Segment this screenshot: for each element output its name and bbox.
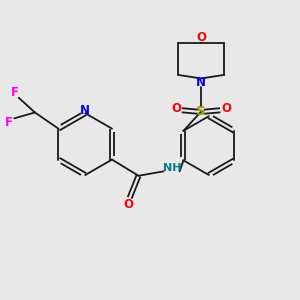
- Text: O: O: [221, 102, 231, 115]
- Text: NH: NH: [163, 163, 181, 173]
- Text: N: N: [80, 104, 90, 117]
- Text: F: F: [4, 116, 12, 129]
- Text: O: O: [123, 198, 133, 211]
- Text: O: O: [171, 102, 181, 115]
- Text: O: O: [196, 31, 206, 44]
- Text: N: N: [196, 76, 206, 89]
- Text: S: S: [196, 105, 206, 118]
- Text: F: F: [11, 86, 19, 99]
